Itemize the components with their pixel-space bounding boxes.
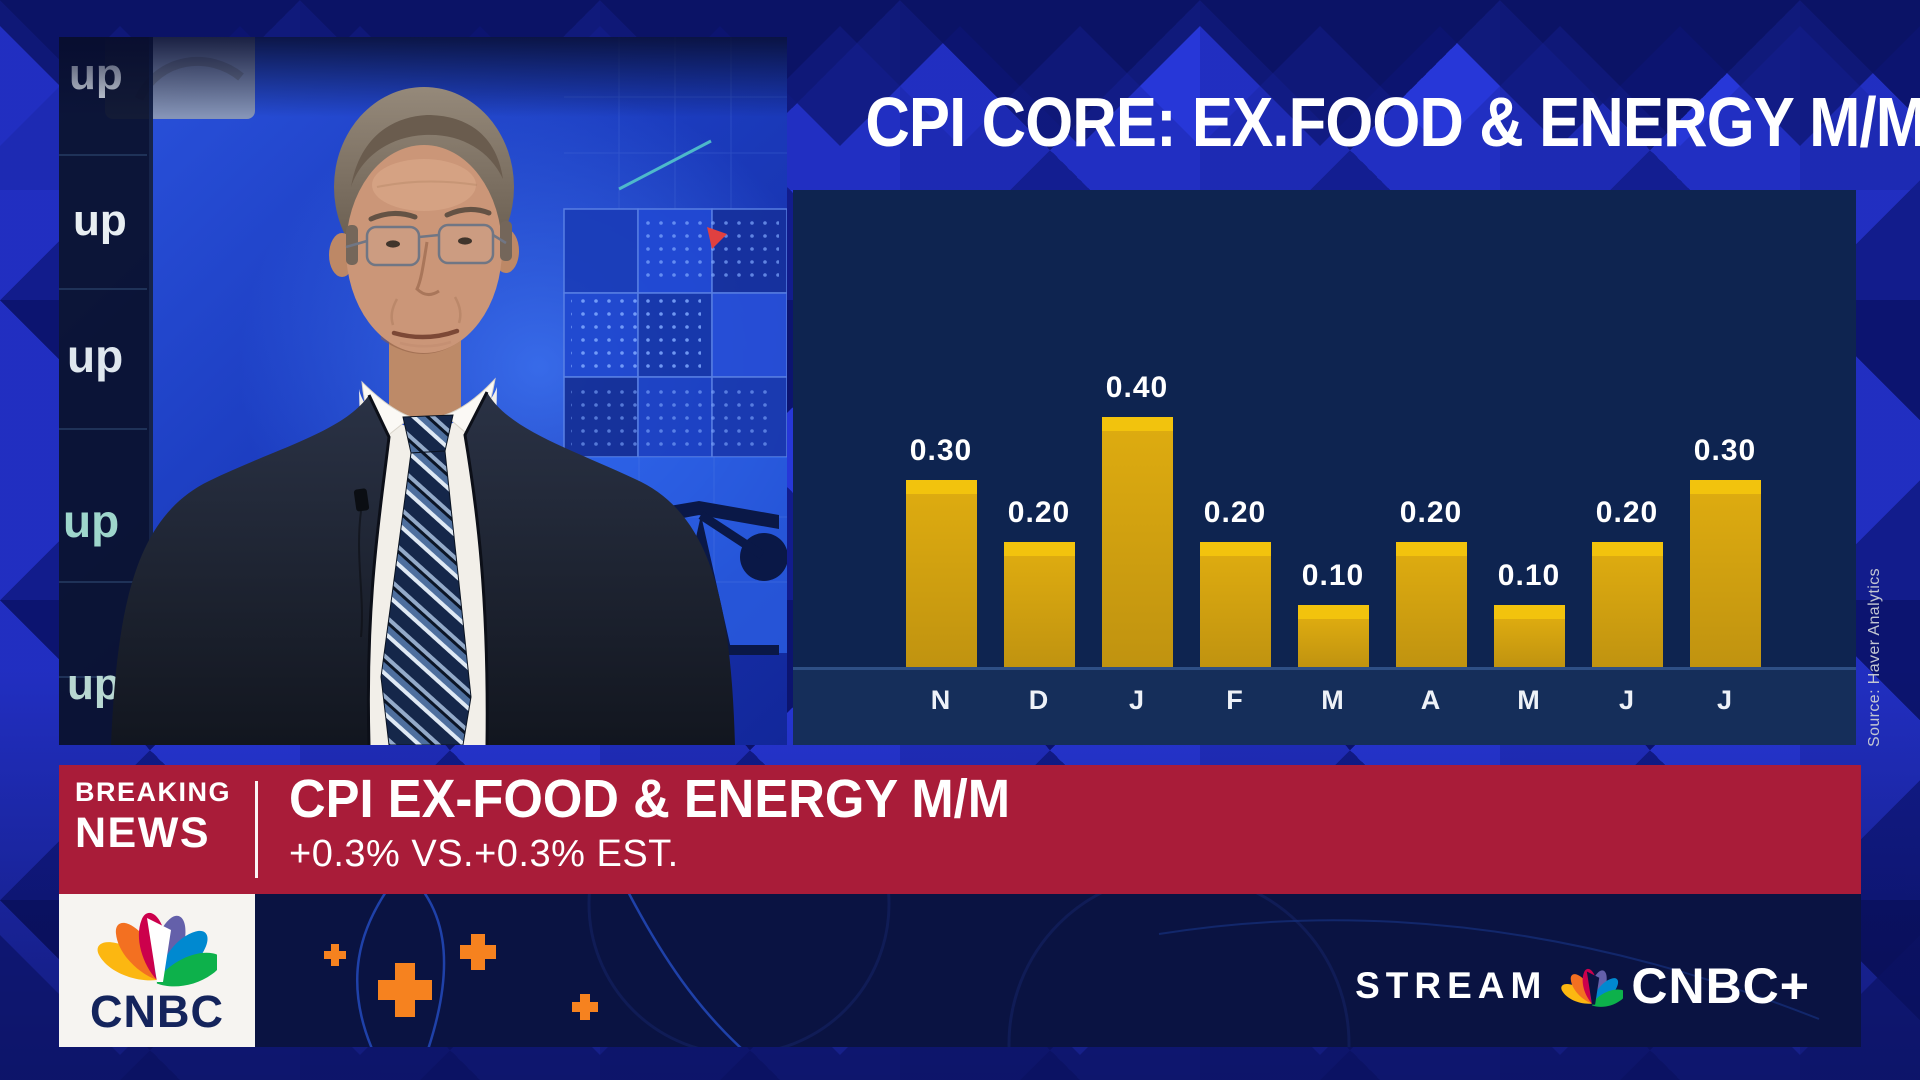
bar — [1591, 542, 1663, 667]
bar-value-label: 0.20 — [1203, 496, 1267, 529]
bar-value-label: 0.10 — [1301, 558, 1365, 592]
bar — [1297, 604, 1369, 667]
bar-value-label: 0.30 — [1693, 433, 1757, 467]
stream-label: STREAM — [1355, 965, 1548, 1006]
bar — [1395, 542, 1467, 667]
news-anchor — [111, 87, 735, 745]
kicker-line1: BREAKING — [75, 777, 232, 807]
month-axis-label: M — [1517, 685, 1541, 715]
month-axis-label: D — [1028, 685, 1050, 715]
plus-icon — [324, 934, 598, 1020]
bar — [1689, 479, 1761, 667]
banner-subline: +0.3% VS.+0.3% EST. — [289, 833, 679, 875]
month-axis-label: F — [1226, 685, 1244, 715]
bar-value-label: 0.10 — [1497, 558, 1561, 592]
striped-tie — [380, 414, 472, 745]
anchor-video-feed: up up up up up — [59, 37, 787, 745]
month-axis-label: J — [1128, 685, 1146, 715]
bar — [1199, 542, 1271, 667]
bar — [1493, 604, 1565, 667]
month-axis-label: N — [930, 685, 952, 715]
eyebrow — [368, 211, 418, 222]
chart-plot: 0.30 0.20 0.40 0.20 0.10 0.20 0.10 0.20 0.30 — [793, 190, 1856, 667]
bar-value-label: 0.20 — [1595, 496, 1659, 529]
breaking-news-kicker: BREAKING NEWS — [75, 779, 231, 855]
bar — [905, 479, 977, 667]
breaking-news-banner: BREAKING NEWS CPI EX-FOOD & ENERGY M/M +… — [59, 765, 1861, 894]
chart-title: CPI CORE: EX.FOOD & ENERGY M/M — [865, 83, 1920, 161]
cnbc-wordmark: CNBC — [90, 985, 224, 1037]
chart-source-credit: Source: Haver Analytics — [1866, 567, 1883, 747]
up-label: up — [63, 495, 119, 547]
month-axis-label: J — [1716, 685, 1734, 715]
up-label: up — [73, 196, 127, 245]
stream-cnbc-promo: STREAM CNBC+ — [1355, 957, 1810, 1015]
market-screens — [563, 37, 787, 458]
bar — [1101, 417, 1173, 667]
glasses-icon — [345, 223, 507, 267]
banner-divider — [255, 781, 258, 878]
banner-text: CPI EX-FOOD & ENERGY M/M +0.3% VS.+0.3% … — [289, 769, 1056, 879]
cnbc-logo-box: CNBC — [59, 894, 255, 1047]
bar — [1003, 542, 1075, 667]
cnbc-peacock-icon — [1561, 968, 1624, 1007]
chart-baseline — [793, 667, 1856, 670]
stream-brand: CNBC+ — [1631, 958, 1810, 1014]
up-label: up — [67, 660, 121, 709]
bar-chart-panel: 0.30 0.20 0.40 0.20 0.10 0.20 0.10 0.20 0.30 N D J… — [793, 190, 1856, 745]
bar-value-label: 0.40 — [1105, 371, 1169, 404]
footer-decor — [324, 894, 1820, 1047]
cnbc-peacock-icon — [97, 912, 217, 986]
eyebrow — [444, 207, 492, 218]
red-arrow-icon — [707, 227, 727, 249]
kicker-line2: NEWS — [75, 809, 210, 857]
bar-value-label: 0.20 — [1007, 496, 1071, 529]
up-label: up — [67, 330, 123, 382]
lapel-mic-icon — [353, 488, 370, 638]
banner-headline: CPI EX-FOOD & ENERGY M/M — [289, 769, 1011, 829]
month-axis-label: A — [1420, 685, 1442, 715]
bar-value-label: 0.20 — [1399, 496, 1463, 529]
month-axis-label: J — [1618, 685, 1636, 715]
month-axis-label: M — [1321, 685, 1345, 715]
footer-strip: CNBC STREAM CNBC+ — [59, 894, 1861, 1047]
bar-value-label: 0.30 — [909, 433, 973, 467]
